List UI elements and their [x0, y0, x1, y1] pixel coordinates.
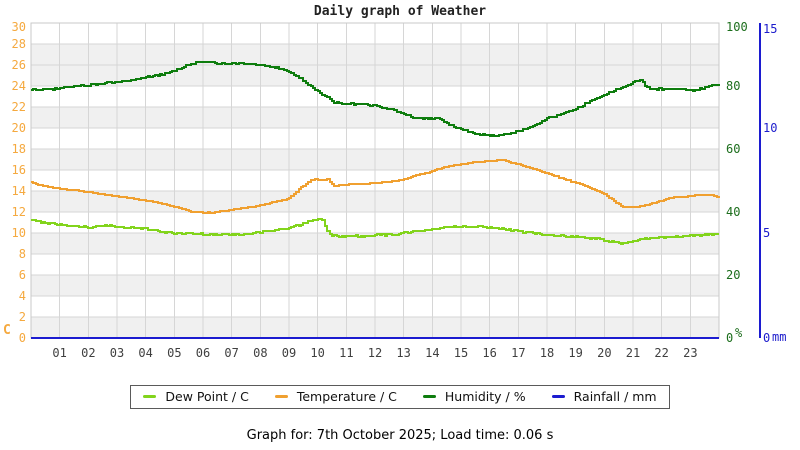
celsius-tick-label: 16	[11, 163, 26, 177]
legend-dash-icon	[551, 395, 565, 398]
legend-item-temperature: Temperature / C	[274, 388, 397, 404]
legend-item-dew: Dew Point / C	[143, 388, 249, 404]
celsius-tick-label: 22	[11, 100, 26, 114]
celsius-tick-label: 14	[11, 184, 26, 198]
celsius-tick-label: 12	[11, 205, 26, 219]
celsius-tick-label: 2	[18, 310, 26, 324]
legend: Dew Point / C Temperature / C Humidity / %…	[130, 384, 670, 409]
hour-tick-label: 01	[52, 346, 67, 360]
legend-item-humidity: Humidity / %	[422, 388, 526, 404]
hour-tick-label: 19	[568, 346, 583, 360]
percent-tick-label: 100	[726, 20, 748, 34]
legend-dash-icon	[422, 395, 436, 398]
hour-tick-label: 13	[396, 346, 411, 360]
percent-axis-unit-label: %	[735, 326, 743, 340]
celsius-tick-label: 10	[11, 226, 26, 240]
mm-tick-label: 0	[763, 331, 771, 345]
chart-title: Daily graph of Weather	[313, 4, 487, 19]
mm-tick-label: 15	[763, 22, 778, 36]
mm-tick-label: 10	[763, 121, 778, 135]
series-humidity-line	[31, 61, 720, 137]
hour-tick-label: 04	[138, 346, 153, 360]
hour-tick-label: 20	[597, 346, 612, 360]
hour-tick-label: 03	[109, 346, 125, 360]
hour-tick-label: 18	[539, 346, 555, 360]
percent-tick-label: 0	[726, 331, 734, 345]
celsius-axis-unit-label: C	[3, 323, 11, 338]
hour-tick-label: 02	[81, 346, 96, 360]
celsius-tick-label: 28	[11, 37, 26, 51]
hour-tick-label: 14	[425, 346, 440, 360]
legend-item-rainfall: Rainfall / mm	[551, 388, 657, 404]
footer-caption: Graph for: 7th October 2025; Load time: …	[246, 428, 554, 443]
celsius-tick-label: 4	[18, 289, 26, 303]
hour-tick-label: 16	[482, 346, 497, 360]
legend-label: Humidity / %	[444, 388, 526, 404]
hour-tick-label: 06	[195, 346, 211, 360]
celsius-tick-label: 24	[11, 79, 26, 93]
mm-axis-unit-label: mm	[772, 330, 787, 344]
celsius-tick-label: 0	[18, 331, 26, 345]
series-dew-line	[31, 218, 719, 245]
percent-tick-label: 60	[726, 142, 741, 156]
legend-label: Temperature / C	[296, 388, 397, 404]
hour-tick-label: 23	[683, 346, 698, 360]
legend-dash-icon	[274, 395, 288, 398]
celsius-tick-label: 26	[11, 58, 26, 72]
percent-tick-label: 40	[726, 205, 741, 219]
hour-tick-label: 21	[625, 346, 641, 360]
celsius-tick-label: 8	[18, 247, 26, 261]
hour-tick-label: 05	[167, 346, 182, 360]
celsius-tick-label: 20	[11, 121, 26, 135]
legend-wrap: Dew Point / C Temperature / C Humidity / %…	[0, 383, 800, 409]
hour-tick-label: 08	[253, 346, 268, 360]
hour-tick-label: 07	[224, 346, 239, 360]
hour-tick-label: 15	[453, 346, 469, 360]
legend-label: Dew Point / C	[165, 388, 249, 404]
hour-tick-label: 09	[281, 346, 297, 360]
hour-tick-label: 11	[339, 346, 354, 360]
celsius-tick-label: 30	[11, 20, 26, 34]
percent-tick-label: 20	[726, 268, 741, 282]
legend-dash-icon	[143, 395, 157, 398]
hour-tick-label: 10	[310, 346, 325, 360]
percent-tick-label: 80	[726, 79, 741, 93]
celsius-tick-label: 18	[11, 142, 26, 156]
series-temperature-line	[31, 159, 720, 214]
legend-label: Rainfall / mm	[573, 388, 657, 404]
celsius-tick-label: 6	[18, 268, 26, 282]
hour-tick-label: 22	[654, 346, 669, 360]
mm-tick-label: 5	[763, 226, 771, 240]
hour-tick-label: 12	[367, 346, 383, 360]
hour-tick-label: 17	[511, 346, 526, 360]
